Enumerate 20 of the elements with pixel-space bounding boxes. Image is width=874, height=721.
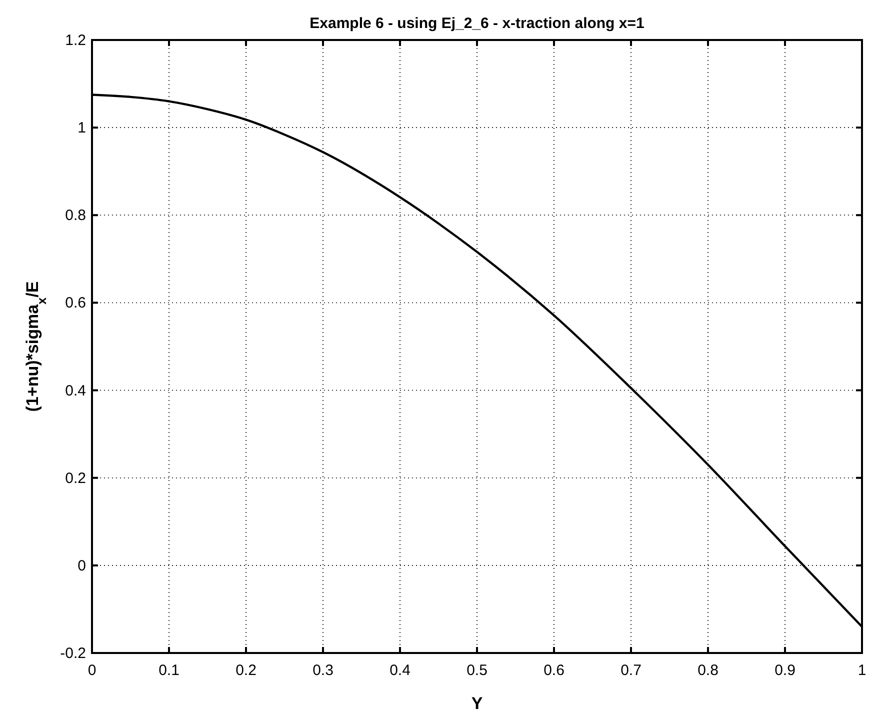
x-tick-label: 0.7 [620,662,642,679]
y-tick-label: 0.2 [65,470,86,487]
y-tick-label: 0.8 [65,207,86,224]
x-axis-title: Y [471,694,484,713]
x-tick-label: 0.8 [698,662,718,679]
x-tick-label: 0.3 [312,662,334,679]
y-tick-label: 1 [78,120,86,137]
x-tick-label: 0.5 [466,662,488,679]
x-tick-label: 1 [858,662,866,679]
y-tick-label: 0 [78,557,86,574]
x-tick-label: 0.6 [544,662,564,679]
chart-title: Example 6 - using Ej_2_6 - x-traction along x=1 [310,15,644,32]
y-tick-label: -0.2 [60,645,86,662]
y-tick-label: 1.2 [65,32,86,49]
x-tick-label: 0.2 [236,662,256,679]
y-tick-label: 0.4 [65,382,86,400]
x-tick-label: 0.9 [774,662,796,679]
x-tick-label: 0.4 [390,662,410,679]
y-tick-label: 0.6 [65,294,86,312]
x-tick-label: 0.1 [158,662,180,679]
